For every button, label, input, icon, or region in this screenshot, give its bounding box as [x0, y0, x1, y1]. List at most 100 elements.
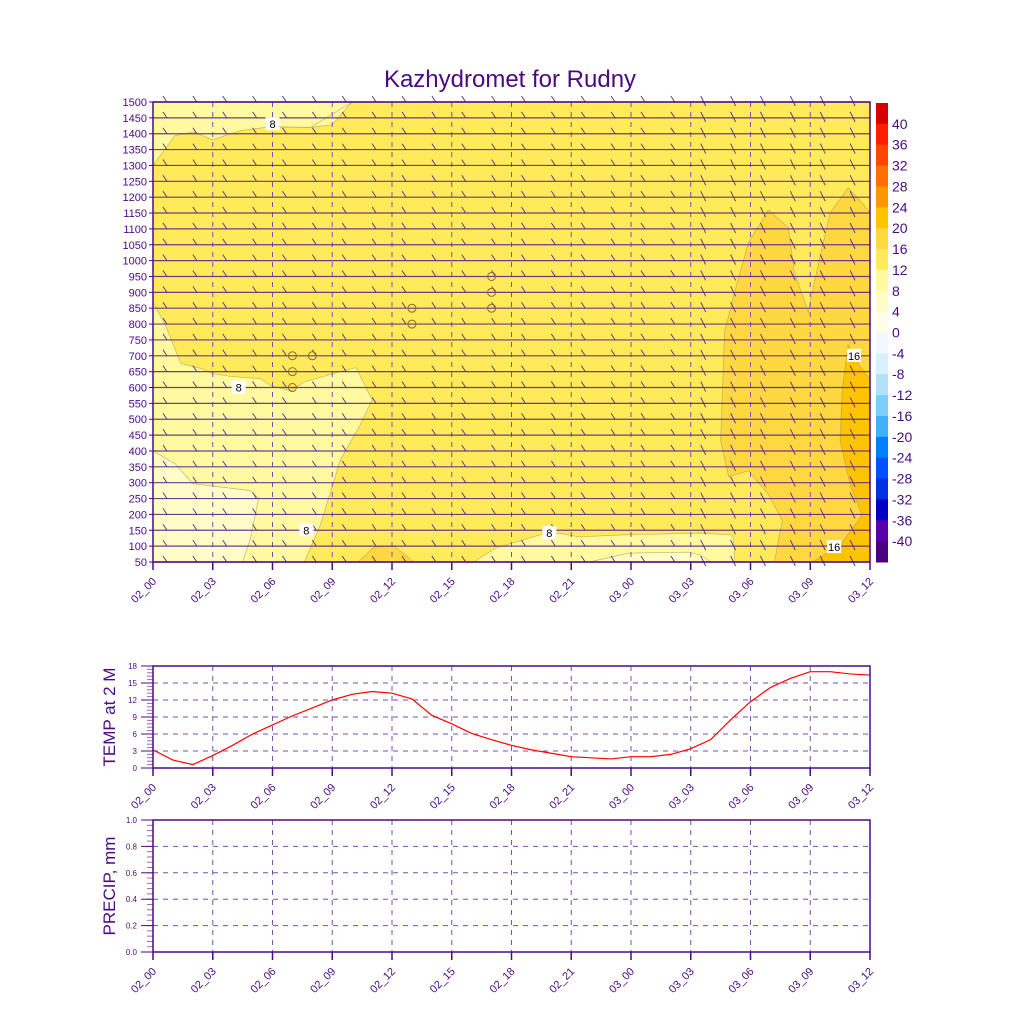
wind-barb [491, 190, 496, 198]
colorbar-label: -36 [892, 512, 912, 528]
wind-barb [730, 539, 736, 551]
cross-section-plot: 1500 1450 1400 1350 1300 1250 1200 1150 1100 1050… [123, 95, 876, 606]
wind-barb [730, 381, 736, 392]
wind-barb [550, 270, 556, 277]
wind-barb [162, 539, 168, 547]
wind-barb [192, 365, 198, 372]
wind-barb [282, 333, 287, 341]
wind-barb [431, 555, 437, 563]
wind-barb [282, 317, 287, 325]
y-tick-label: 250 [129, 494, 147, 506]
wind-barb [401, 270, 407, 277]
wind-barb [311, 508, 317, 515]
wind-barb [222, 95, 228, 103]
wind-barb [550, 412, 556, 420]
wind-barb [670, 190, 676, 198]
wind-barb [730, 476, 736, 487]
colorbar-label: -16 [892, 408, 912, 424]
wind-barb [461, 206, 467, 214]
wind-barb [730, 397, 736, 408]
wind-barb [341, 444, 347, 452]
wind-barb [789, 428, 796, 440]
contour-label-bg [299, 523, 314, 537]
wind-barb [252, 238, 257, 246]
wind-barb [521, 333, 526, 341]
wind-barb [550, 143, 556, 150]
wind-barb [311, 492, 317, 499]
wind-barb [192, 206, 198, 214]
wind-barb [371, 524, 377, 531]
wind-barb [730, 95, 736, 107]
wind-barb [252, 412, 257, 420]
wind-barb [521, 222, 526, 230]
wind-barb [610, 175, 616, 182]
wind-barb [819, 476, 826, 487]
calm-wind-circle [307, 351, 317, 361]
colorbar-label: -12 [892, 387, 912, 403]
wind-barb [431, 460, 437, 468]
wind-barb [252, 539, 257, 547]
wind-barb [252, 524, 257, 531]
wind-barb [670, 95, 676, 103]
wind-barb [789, 413, 796, 424]
wind-barb [341, 428, 347, 436]
colorbar-swatch [876, 332, 888, 354]
wind-barb [640, 444, 646, 452]
wind-barb [521, 270, 526, 277]
wind-barb [789, 127, 796, 138]
wind-barb [760, 508, 766, 519]
colorbar-swatch [876, 478, 888, 500]
y-tick-label: 800 [129, 319, 147, 331]
wind-barb [640, 175, 646, 182]
wind-barb [849, 286, 856, 297]
colorbar-swatch [876, 499, 888, 521]
wind-barb [341, 539, 347, 547]
wind-barb [640, 143, 646, 150]
wind-barb [341, 381, 347, 388]
wind-barb [700, 444, 707, 456]
wind-barb [222, 222, 228, 230]
wind-barb [521, 175, 526, 182]
wind-barb [550, 286, 556, 293]
wind-barb [341, 317, 347, 325]
wind-barb [341, 111, 347, 119]
wind-barb [162, 444, 168, 452]
wind-barb [730, 492, 736, 503]
wind-barb [849, 270, 856, 281]
temp-x-tick-label: 02_00 [129, 782, 159, 812]
contour-label: 8 [303, 525, 309, 537]
wind-barb [431, 95, 437, 103]
colorbar-label: -8 [892, 366, 905, 382]
wind-barb [580, 159, 586, 166]
wind-barb [640, 524, 646, 531]
wind-barb [580, 333, 586, 341]
wind-barb [521, 555, 526, 563]
temp-x-tick-label: 03_06 [727, 782, 757, 812]
wind-barb [401, 333, 407, 341]
wind-barb [550, 190, 556, 198]
wind-barb [640, 397, 646, 404]
wind-barb [700, 317, 707, 329]
wind-barb [700, 111, 707, 123]
wind-barb [819, 444, 826, 456]
precip-x-tick-label: 02_09 [308, 966, 338, 996]
wind-barb [550, 127, 556, 134]
y-tick-label: 1300 [123, 160, 147, 172]
wind-barb [789, 444, 796, 456]
wind-barb [222, 444, 228, 452]
wind-barb [311, 317, 317, 325]
top-x-tick-label: 02_18 [488, 576, 518, 606]
wind-barb [162, 286, 168, 293]
wind-barb [252, 397, 257, 404]
wind-barb [222, 254, 228, 261]
contour-label: 16 [828, 542, 840, 554]
wind-barb [401, 381, 407, 388]
temp-x-tick-label: 02_09 [308, 782, 338, 812]
wind-barb [550, 222, 556, 230]
wind-barb [819, 524, 826, 535]
wind-barb [610, 524, 616, 531]
wind-barb [491, 143, 496, 150]
wind-barb [431, 476, 437, 483]
wind-barb [252, 555, 257, 563]
wind-barb [730, 413, 736, 424]
